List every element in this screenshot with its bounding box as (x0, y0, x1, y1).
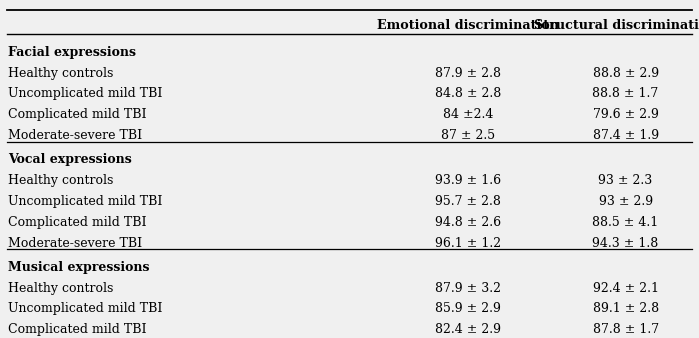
Text: 88.5 ± 4.1: 88.5 ± 4.1 (593, 216, 658, 229)
Text: Healthy controls: Healthy controls (8, 282, 114, 294)
Text: Uncomplicated mild TBI: Uncomplicated mild TBI (8, 88, 163, 100)
Text: 93 ± 2.9: 93 ± 2.9 (598, 195, 653, 208)
Text: Uncomplicated mild TBI: Uncomplicated mild TBI (8, 303, 163, 315)
Text: Vocal expressions: Vocal expressions (8, 153, 132, 166)
Text: Emotional discrimination: Emotional discrimination (377, 19, 559, 32)
Text: 87.4 ± 1.9: 87.4 ± 1.9 (593, 129, 658, 142)
Text: Moderate-severe TBI: Moderate-severe TBI (8, 129, 143, 142)
Text: 79.6 ± 2.9: 79.6 ± 2.9 (593, 108, 658, 121)
Text: 93.9 ± 1.6: 93.9 ± 1.6 (435, 174, 501, 187)
Text: 82.4 ± 2.9: 82.4 ± 2.9 (435, 323, 501, 336)
Text: 94.3 ± 1.8: 94.3 ± 1.8 (593, 237, 658, 250)
Text: 85.9 ± 2.9: 85.9 ± 2.9 (435, 303, 501, 315)
Text: 88.8 ± 2.9: 88.8 ± 2.9 (593, 67, 658, 79)
Text: Musical expressions: Musical expressions (8, 261, 150, 273)
Text: 89.1 ± 2.8: 89.1 ± 2.8 (593, 303, 658, 315)
Text: 87.9 ± 3.2: 87.9 ± 3.2 (435, 282, 501, 294)
Text: 87 ± 2.5: 87 ± 2.5 (441, 129, 496, 142)
Text: 87.9 ± 2.8: 87.9 ± 2.8 (435, 67, 501, 79)
Text: 95.7 ± 2.8: 95.7 ± 2.8 (435, 195, 501, 208)
Text: Uncomplicated mild TBI: Uncomplicated mild TBI (8, 195, 163, 208)
Text: Complicated mild TBI: Complicated mild TBI (8, 108, 147, 121)
Text: Facial expressions: Facial expressions (8, 46, 136, 58)
Text: Moderate-severe TBI: Moderate-severe TBI (8, 237, 143, 250)
Text: Complicated mild TBI: Complicated mild TBI (8, 323, 147, 336)
Text: Healthy controls: Healthy controls (8, 67, 114, 79)
Text: Complicated mild TBI: Complicated mild TBI (8, 216, 147, 229)
Text: Healthy controls: Healthy controls (8, 174, 114, 187)
Text: 92.4 ± 2.1: 92.4 ± 2.1 (593, 282, 658, 294)
Text: 93 ± 2.3: 93 ± 2.3 (598, 174, 653, 187)
Text: 96.1 ± 1.2: 96.1 ± 1.2 (435, 237, 501, 250)
Text: 94.8 ± 2.6: 94.8 ± 2.6 (435, 216, 501, 229)
Text: 87.8 ± 1.7: 87.8 ± 1.7 (593, 323, 658, 336)
Text: 84 ±2.4: 84 ±2.4 (443, 108, 493, 121)
Text: 88.8 ± 1.7: 88.8 ± 1.7 (593, 88, 658, 100)
Text: 84.8 ± 2.8: 84.8 ± 2.8 (435, 88, 501, 100)
Text: Structural discrimination: Structural discrimination (534, 19, 699, 32)
